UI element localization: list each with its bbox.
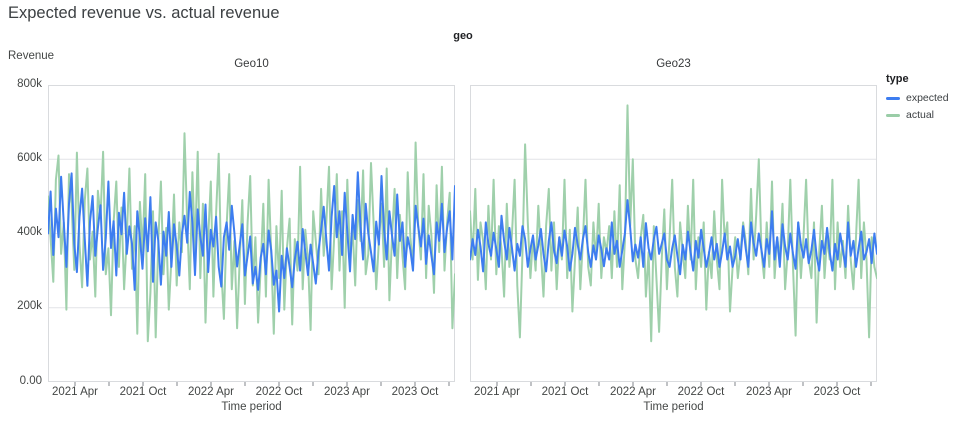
y-axis-title: Revenue [8,50,55,62]
line-chart-panel-geo10 [48,85,455,386]
x-tick-label: 2022 Apr [609,386,657,398]
legend-item-label: expected [906,92,949,104]
x-tick-label: 2023 Oct [391,386,439,398]
x-tick-label: 2021 Apr [51,386,99,398]
legend-item-expected: expected [886,92,949,104]
x-tick-label: 2022 Oct [677,386,725,398]
x-axis-labels: 2021 Apr 2021 Oct 2022 Apr 2022 Oct 2023 Apr… [48,386,455,400]
y-tick-label: 400k [17,226,42,238]
x-tick-label: 2021 Oct [119,386,167,398]
legend-item-actual: actual [886,109,949,121]
expected-line-swatch-icon [886,96,900,100]
facet-field-label: geo [453,30,473,42]
facet-title-geo23: Geo23 [656,58,691,70]
x-axis-title: Time period [643,401,704,413]
y-tick-label: 600k [17,152,42,164]
x-tick-label: 2023 Apr [745,386,793,398]
legend-title: type [886,73,909,85]
line-chart-panel-geo23 [470,85,877,386]
x-axis-labels: 2021 Apr 2021 Oct 2022 Apr 2022 Oct 2023 Apr… [470,386,877,400]
legend-item-label: actual [906,109,935,121]
x-tick-label: 2023 Apr [323,386,371,398]
y-tick-label: 200k [17,300,42,312]
x-tick-label: 2021 Apr [473,386,521,398]
x-tick-label: 2022 Apr [187,386,235,398]
page-title: Expected revenue vs. actual revenue [8,4,280,22]
facet-title-geo10: Geo10 [234,58,269,70]
x-tick-label: 2022 Oct [255,386,303,398]
y-tick-label: 0.00 [19,375,42,387]
legend: type expected actual [886,73,949,126]
actual-line-swatch-icon [886,113,900,117]
y-tick-label: 800k [17,78,42,90]
x-axis-title: Time period [221,401,282,413]
x-tick-label: 2021 Oct [541,386,589,398]
x-tick-label: 2023 Oct [813,386,861,398]
